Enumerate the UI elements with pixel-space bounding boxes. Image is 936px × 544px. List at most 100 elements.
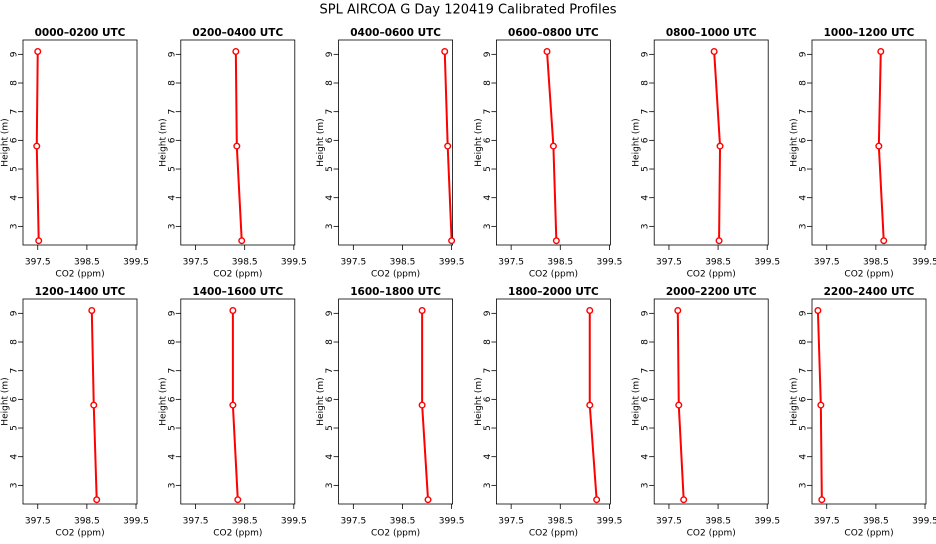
y-tick-label: 3 <box>483 223 493 229</box>
y-tick-label: 9 <box>641 310 651 316</box>
point <box>817 401 825 409</box>
x-tick-label: 398.5 <box>232 258 258 268</box>
y-tick-label: 9 <box>325 51 335 57</box>
point <box>35 237 43 245</box>
x-tick-label: 397.5 <box>183 517 209 527</box>
y-tick-label: 9 <box>483 310 493 316</box>
y-tick-label: 5 <box>10 166 20 172</box>
y-tick-label: 7 <box>325 109 335 115</box>
x-axis-label: CO2 (ppm) <box>687 529 736 539</box>
x-tick-label: 397.5 <box>814 258 840 268</box>
point <box>418 401 426 409</box>
point <box>814 306 822 314</box>
y-tick-label: 8 <box>799 339 809 345</box>
y-tick-label: 9 <box>325 310 335 316</box>
x-tick-label: 398.5 <box>705 258 731 268</box>
y-tick-label: 4 <box>641 454 651 460</box>
y-axis-label: Height (m) <box>316 377 326 425</box>
point <box>549 142 557 150</box>
y-tick-label: 6 <box>799 396 809 402</box>
panel-title: 0600–0800 UTC <box>508 27 599 39</box>
y-tick-label: 8 <box>167 339 177 345</box>
plot-frame <box>180 298 296 505</box>
y-tick-label: 4 <box>799 195 809 201</box>
x-axis-label: CO2 (ppm) <box>844 529 893 539</box>
panel-title: 0800–1000 UTC <box>666 27 757 39</box>
y-tick-label: 3 <box>799 223 809 229</box>
x-axis-label: CO2 (ppm) <box>687 270 736 280</box>
y-tick-label: 3 <box>641 482 651 488</box>
x-tick-label: 399.5 <box>597 517 623 527</box>
x-tick-label: 398.5 <box>547 517 573 527</box>
y-tick-label: 9 <box>167 51 177 57</box>
y-tick-label: 5 <box>325 166 335 172</box>
y-axis-label: Height (m) <box>474 377 484 425</box>
y-tick-label: 3 <box>641 223 651 229</box>
point <box>586 401 594 409</box>
y-tick-label: 8 <box>483 80 493 86</box>
panel-title: 1400–1600 UTC <box>192 286 283 298</box>
x-tick-label: 399.5 <box>597 258 623 268</box>
x-axis-label: CO2 (ppm) <box>844 270 893 280</box>
y-axis-label: Height (m) <box>474 118 484 166</box>
y-tick-label: 5 <box>799 166 809 172</box>
plot-frame <box>22 39 138 246</box>
y-tick-label: 4 <box>325 195 335 201</box>
panel-title: 0200–0400 UTC <box>192 27 283 39</box>
x-tick-label: 399.5 <box>123 258 149 268</box>
y-tick-label: 9 <box>10 310 20 316</box>
point <box>34 47 42 55</box>
point <box>90 401 98 409</box>
plot-frame <box>811 298 927 505</box>
y-tick-label: 8 <box>10 339 20 345</box>
point <box>818 496 826 504</box>
y-tick-label: 5 <box>167 425 177 431</box>
y-tick-label: 5 <box>167 166 177 172</box>
point <box>552 237 560 245</box>
plot-frame <box>338 298 454 505</box>
point <box>229 401 237 409</box>
x-tick-label: 398.5 <box>863 258 889 268</box>
x-tick-label: 399.5 <box>754 517 780 527</box>
y-tick-label: 6 <box>10 396 20 402</box>
y-tick-label: 5 <box>799 425 809 431</box>
x-axis-label: CO2 (ppm) <box>55 529 104 539</box>
y-axis-label: Height (m) <box>632 377 642 425</box>
y-tick-label: 7 <box>325 368 335 374</box>
x-tick-label: 398.5 <box>74 258 100 268</box>
y-tick-label: 9 <box>641 51 651 57</box>
y-tick-label: 3 <box>799 482 809 488</box>
panel-title: 1600–1800 UTC <box>350 286 441 298</box>
y-tick-label: 6 <box>325 396 335 402</box>
point <box>441 47 449 55</box>
x-axis-label: CO2 (ppm) <box>529 270 578 280</box>
panel-title: 2200–2400 UTC <box>824 286 915 298</box>
point <box>586 306 594 314</box>
x-axis-label: CO2 (ppm) <box>55 270 104 280</box>
y-tick-label: 3 <box>325 482 335 488</box>
point <box>232 47 240 55</box>
x-tick-label: 398.5 <box>863 517 889 527</box>
y-tick-label: 6 <box>325 137 335 143</box>
point <box>229 306 237 314</box>
y-tick-label: 9 <box>483 51 493 57</box>
y-tick-label: 6 <box>799 137 809 143</box>
panel-title: 1000–1200 UTC <box>824 27 915 39</box>
y-tick-label: 7 <box>799 368 809 374</box>
plot-frame <box>180 39 296 246</box>
y-tick-label: 8 <box>325 339 335 345</box>
x-tick-label: 398.5 <box>390 517 416 527</box>
point <box>234 496 242 504</box>
y-tick-label: 3 <box>167 223 177 229</box>
y-tick-label: 7 <box>10 109 20 115</box>
point <box>238 237 246 245</box>
y-axis-label: Height (m) <box>790 377 800 425</box>
y-tick-label: 7 <box>167 368 177 374</box>
y-tick-label: 5 <box>325 425 335 431</box>
y-axis-label: Height (m) <box>790 118 800 166</box>
y-tick-label: 9 <box>10 51 20 57</box>
x-axis-label: CO2 (ppm) <box>371 270 420 280</box>
x-axis-label: CO2 (ppm) <box>213 529 262 539</box>
y-tick-label: 3 <box>167 482 177 488</box>
